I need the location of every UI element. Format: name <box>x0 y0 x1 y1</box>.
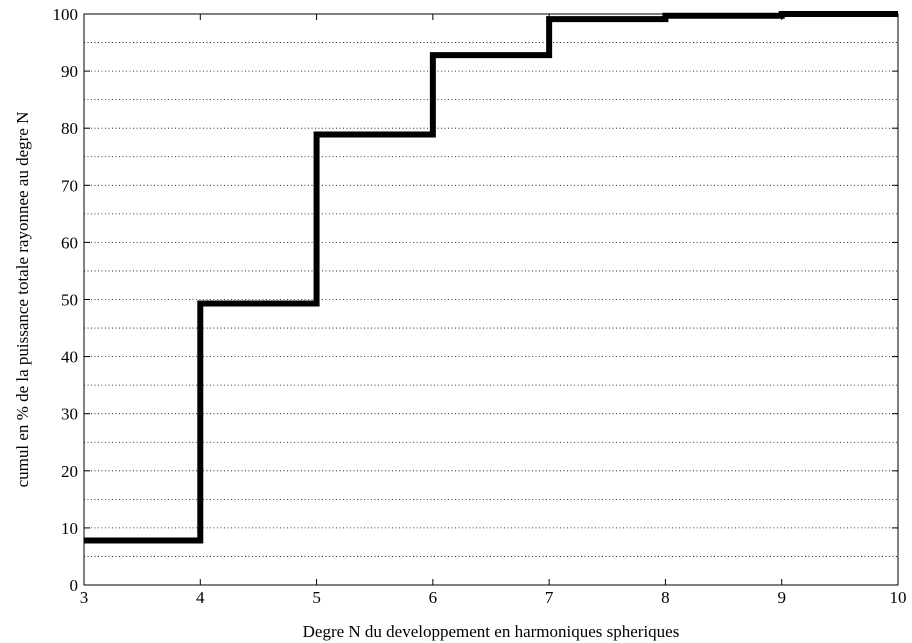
y-tick-label: 30 <box>61 405 78 424</box>
y-tick-label: 70 <box>61 176 78 195</box>
y-tick-label: 100 <box>53 5 79 24</box>
y-tick-label: 60 <box>61 233 78 252</box>
y-tick-label: 50 <box>61 291 78 310</box>
series-layer <box>84 11 898 544</box>
x-axis: 3 4 5 6 7 8 9 10 <box>80 14 907 607</box>
x-tick-label: 4 <box>196 588 205 607</box>
x-tick-label: 6 <box>429 588 438 607</box>
grid <box>84 42 898 557</box>
y-tick-label: 90 <box>61 62 78 81</box>
x-tick-label: 10 <box>890 588 907 607</box>
x-tick-label: 5 <box>312 588 321 607</box>
y-tick-label: 10 <box>61 519 78 538</box>
x-tick-label: 3 <box>80 588 89 607</box>
x-tick-label: 9 <box>777 588 786 607</box>
y-tick-label: 80 <box>61 119 78 138</box>
x-tick-label: 7 <box>545 588 554 607</box>
x-axis-label: Degre N du developpement en harmoniques … <box>303 622 680 641</box>
y-tick-label: 40 <box>61 348 78 367</box>
y-tick-label: 0 <box>70 576 79 595</box>
x-tick-label: 8 <box>661 588 670 607</box>
y-axis-label: cumul en % de la puissance totale rayonn… <box>13 112 32 488</box>
y-tick-label: 20 <box>61 462 78 481</box>
y-axis: 0 10 20 30 40 50 60 70 80 90 100 <box>53 5 898 595</box>
series-line-0 <box>84 11 898 544</box>
